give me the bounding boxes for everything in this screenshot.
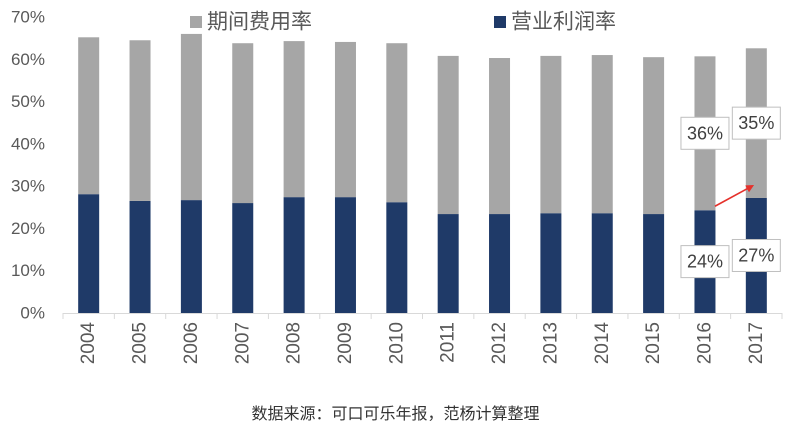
expense-ratio-bar-2013: [540, 55, 562, 214]
expense-ratio-bar-2004: [78, 37, 100, 195]
data-label-box: [731, 238, 781, 272]
legend-label: 期间费用率: [207, 11, 312, 34]
x-tick-label: 2008: [284, 322, 305, 364]
x-tick-label: 2009: [335, 322, 356, 364]
expense-ratio-label-2017: 35%: [731, 106, 781, 140]
operating-margin-bar-2005: [129, 200, 151, 313]
trend-arrow: [714, 185, 755, 207]
expense-ratio-bar-2011: [437, 55, 459, 215]
x-tick-label: 2017: [746, 322, 767, 364]
expense-ratio-bar-2009: [334, 41, 356, 198]
y-tick-label: 70%: [11, 8, 45, 27]
operating-margin-bar-2012: [489, 214, 511, 313]
operating-margin-bar-2011: [437, 214, 459, 313]
x-tick-label: 2015: [643, 322, 664, 364]
operating-margin-bar-2009: [334, 197, 356, 313]
expense-ratio-bar-2005: [129, 40, 151, 201]
expense-ratio-bar-2007: [232, 43, 254, 204]
operating-margin-bar-2008: [283, 197, 305, 313]
y-tick-label: 10%: [11, 261, 45, 280]
stacked-bar-chart: 0% 10% 20% 30% 40% 50% 60% 70% 2004 2005 2006 2007…: [11, 8, 783, 365]
x-tick-label: 2016: [694, 322, 715, 364]
operating-margin-bar-2004: [78, 194, 100, 313]
data-label-box: [680, 245, 730, 279]
x-tick-label: 2013: [540, 322, 561, 364]
expense-ratio-bar-2010: [386, 43, 408, 203]
annotation-arrows: [714, 185, 755, 207]
expense-ratio-bar-2006: [180, 33, 202, 201]
operating-margin-bar-2010: [386, 202, 408, 313]
expense-ratio-bar-2008: [283, 41, 305, 198]
expense-ratio-bar-2014: [591, 55, 613, 214]
y-tick-label: 60%: [11, 50, 45, 69]
expense-ratio-bar-2015: [643, 57, 665, 215]
source-note: 数据来源：可口可乐年报，范杨计算整理: [251, 406, 540, 423]
operating-margin-bar-2014: [591, 213, 613, 313]
legend-item: 期间费用率: [190, 11, 312, 34]
operating-margin-label-2016: 24%: [680, 245, 730, 279]
legend-label: 营业利润率: [511, 11, 616, 34]
operating-margin-bar-2007: [232, 203, 254, 313]
data-labels: 36% 35% 24% 27%: [680, 106, 781, 279]
x-tick-label: 2004: [78, 322, 99, 365]
x-tick-label: 2010: [386, 322, 407, 364]
data-label-text: 36%: [687, 123, 723, 143]
operating-margin-bar-2015: [643, 214, 665, 313]
x-tick-label: 2007: [232, 322, 253, 364]
y-tick-label: 20%: [11, 219, 45, 238]
operating-margin-bar-2013: [540, 213, 562, 313]
y-axis: 0% 10% 20% 30% 40% 50% 60% 70%: [11, 8, 45, 323]
expense-ratio-label-2016: 36%: [680, 116, 730, 150]
legend: 期间费用率 营业利润率: [190, 11, 616, 34]
x-tick-label: 2005: [130, 322, 151, 364]
data-label-text: 27%: [738, 245, 774, 265]
x-tick-label: 2014: [592, 322, 613, 365]
legend-swatch: [190, 16, 202, 28]
y-tick-label: 50%: [11, 92, 45, 111]
data-label-box: [680, 116, 730, 150]
bars: [78, 33, 767, 313]
x-axis: 2004 2005 2006 2007 2008 2009 2010 2011 2012 2013…: [62, 313, 783, 365]
x-tick-label: 2006: [181, 322, 202, 364]
x-tick-label: 2011: [438, 322, 459, 363]
legend-swatch: [494, 16, 506, 28]
expense-ratio-bar-2012: [489, 58, 511, 215]
data-label-box: [731, 106, 781, 140]
legend-item: 营业利润率: [494, 11, 616, 34]
y-tick-label: 0%: [20, 304, 45, 323]
data-label-text: 24%: [687, 252, 723, 272]
operating-margin-label-2017: 27%: [731, 238, 781, 272]
y-tick-label: 40%: [11, 134, 45, 153]
operating-margin-bar-2006: [180, 200, 202, 313]
data-label-text: 35%: [738, 113, 774, 133]
y-tick-label: 30%: [11, 177, 45, 196]
x-tick-label: 2012: [489, 322, 510, 364]
